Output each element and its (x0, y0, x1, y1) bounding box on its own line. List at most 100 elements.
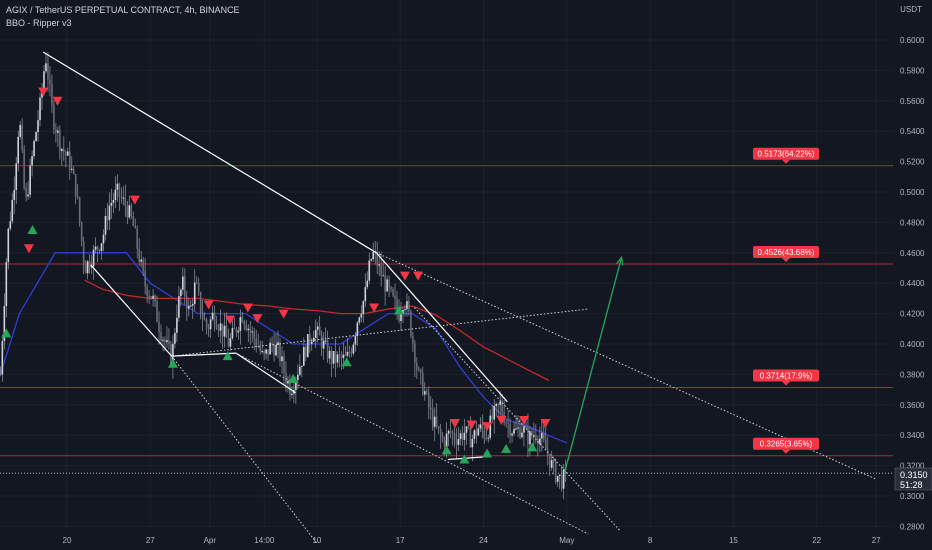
candle-body (328, 350, 331, 359)
candle-body (126, 206, 129, 218)
candle-body (219, 323, 222, 331)
candle-body (541, 433, 543, 439)
candle-body (344, 354, 347, 356)
candle-body (324, 340, 327, 342)
candle-body (116, 183, 119, 190)
candle-body (306, 334, 309, 358)
candle-body (316, 326, 319, 330)
candle-body (529, 431, 531, 445)
candle-body (160, 332, 162, 341)
buy-signal-triangle (501, 443, 512, 453)
candle-body (265, 349, 267, 354)
candle-body (340, 355, 343, 359)
candle-body (497, 403, 499, 406)
candle-body (49, 79, 51, 84)
candle-body (346, 351, 349, 356)
price-axis-panel[interactable] (894, 0, 932, 550)
candle-body (213, 312, 216, 325)
candle-body (176, 317, 178, 333)
candle-body (275, 344, 277, 356)
candle-body (453, 432, 456, 440)
buy-signal-triangle (167, 358, 178, 368)
candle-body (336, 354, 339, 363)
candle-body (491, 415, 494, 420)
target-label-box (753, 147, 819, 160)
candle-body (74, 174, 77, 197)
candle-body (17, 136, 20, 164)
candle-body (253, 331, 256, 339)
candle-body (523, 426, 525, 433)
candle-body (65, 152, 67, 156)
target-label-text: 0.5173(64.22%) (758, 150, 815, 159)
candle-body (332, 350, 335, 364)
candle-body (527, 427, 529, 445)
y-tick-label: 0.3800 (900, 370, 925, 379)
candle-body (507, 422, 509, 424)
y-unit-label: USDT (900, 5, 922, 14)
candle-body (134, 225, 137, 229)
candle-body (414, 343, 416, 364)
x-axis[interactable]: 20 27 Apr 14:00 10 17 24 May 8 15 22 27 (63, 536, 882, 545)
candle-body (279, 342, 281, 362)
candle-body (122, 197, 125, 199)
candle-body (291, 393, 293, 396)
candle-body (404, 309, 406, 311)
sell-signal-triangle (278, 309, 289, 319)
candle-body (489, 415, 492, 438)
candle-body (271, 342, 273, 345)
candle-body (469, 427, 472, 448)
candle-body (511, 433, 513, 436)
last-price-value: 0.3150 (900, 470, 928, 480)
candle-body (1, 341, 4, 375)
x-tick-label: 22 (812, 536, 821, 545)
candlesticks (0, 52, 567, 500)
trendline-solid (375, 252, 508, 403)
candle-body (140, 259, 142, 262)
projection-arrow-line (563, 257, 623, 474)
candle-body (299, 366, 301, 375)
candle-body (483, 430, 486, 439)
candle-body (485, 438, 488, 440)
buy-signal-triangle (482, 448, 493, 458)
sell-signal-triangle (399, 271, 410, 281)
candle-body (66, 151, 69, 156)
candle-body (408, 301, 410, 312)
candle-body (281, 356, 283, 362)
candle-body (362, 301, 365, 314)
candle-body (320, 335, 323, 349)
buy-signal-triangle (27, 225, 38, 234)
candle-body (158, 322, 160, 333)
candle-body (467, 426, 470, 428)
candle-body (23, 149, 25, 189)
candle-body (207, 327, 210, 330)
candle-body (118, 183, 121, 197)
y-tick-label: 0.3000 (900, 492, 925, 501)
candle-body (283, 356, 285, 373)
candle-body (521, 432, 523, 438)
candle-body (287, 380, 289, 384)
candle-body (15, 163, 18, 191)
candle-body (433, 416, 436, 427)
candle-body (98, 249, 101, 251)
y-tick-label: 0.4000 (900, 340, 925, 349)
candle-body (455, 439, 458, 445)
candle-body (295, 380, 297, 390)
candle-body (96, 246, 99, 250)
candle-body (94, 246, 97, 250)
candle-body (243, 321, 246, 326)
candle-body (515, 428, 517, 430)
trendline-dotted (376, 252, 877, 480)
candle-countdown: 51:28 (900, 480, 923, 490)
candle-body (554, 461, 557, 482)
candle-body (451, 432, 454, 434)
candle-body (388, 279, 390, 288)
candle-body (475, 430, 478, 436)
candle-body (233, 328, 236, 330)
y-tick-label: 0.4200 (900, 310, 925, 319)
y-tick-label: 0.5000 (900, 188, 925, 197)
candle-body (406, 301, 408, 310)
candle-body (350, 352, 353, 354)
candle-body (457, 438, 460, 445)
candle-body (130, 205, 133, 217)
